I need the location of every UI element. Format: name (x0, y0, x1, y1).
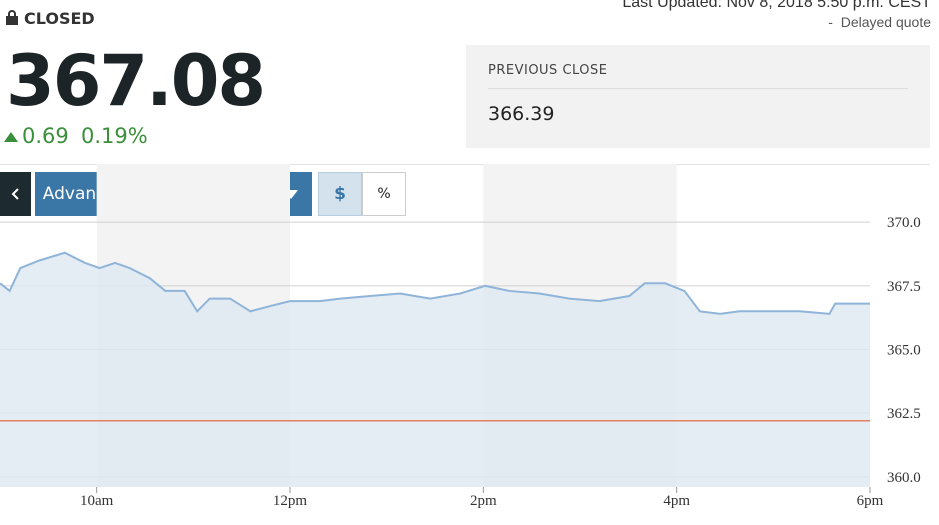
y-tick-label: 365.0 (887, 343, 921, 359)
dollar-button[interactable]: $ (318, 172, 362, 216)
area (0, 252, 870, 487)
delayed: - Delayed quote (828, 14, 931, 30)
change: 0.69 (22, 124, 69, 148)
x-tick-label: 12pm (273, 493, 308, 509)
x-tick-label: 10am (80, 493, 114, 509)
line (0, 251, 870, 315)
lock-icon (6, 10, 18, 25)
last-updated: Last Updated: Nov 8, 2018 5:50 p.m. CEST (622, 0, 931, 11)
up-arrow (4, 132, 18, 142)
x-tick-label: 4pm (663, 493, 690, 509)
previous-close-box: PREVIOUS CLOSE 366.39 (466, 45, 930, 148)
previous-close-label: PREVIOUS CLOSE (488, 63, 608, 78)
price: 367.08 (6, 40, 266, 122)
previous-close-value: 366.39 (488, 103, 555, 125)
y-tick-label: 362.5 (887, 406, 921, 422)
y-tick-label: 360.0 (887, 470, 921, 486)
x-tick-label: 2pm (470, 493, 497, 509)
y-tick-label: 370.0 (887, 215, 921, 231)
change-percent: 0.19% (81, 124, 148, 148)
back-button[interactable] (0, 172, 31, 216)
status: CLOSED (24, 9, 95, 28)
divider (488, 88, 908, 89)
y-tick-label: 367.5 (887, 279, 921, 295)
percent-button[interactable]: % (362, 172, 406, 216)
divider (0, 164, 930, 165)
x-tick-label: 6pm (857, 493, 884, 509)
